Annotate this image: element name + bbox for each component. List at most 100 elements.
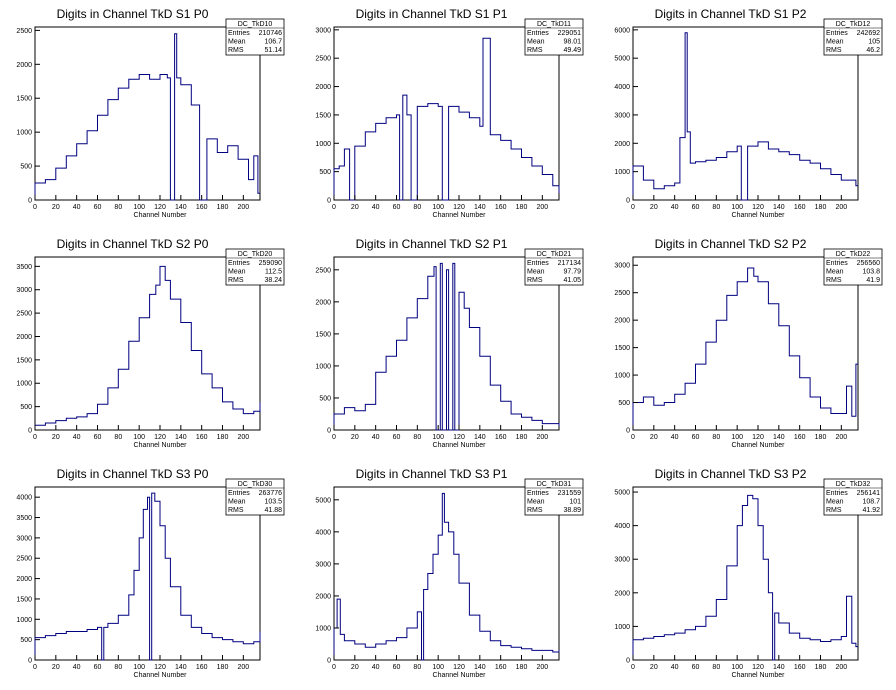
x-tick-label: 20 [52, 204, 60, 211]
x-tick-label: 200 [835, 434, 847, 441]
y-tick-label: 3000 [614, 557, 630, 564]
stats-value-rms: 46.2 [866, 47, 880, 54]
stats-name: DC_TkD22 [836, 251, 871, 258]
y-tick-label: 1500 [16, 96, 32, 103]
x-tick-label: 0 [332, 204, 336, 211]
x-tick-label: 100 [133, 204, 145, 211]
x-tick-label: 120 [453, 434, 465, 441]
stats-label-entries: Entries [826, 260, 848, 267]
x-tick-label: 120 [453, 664, 465, 671]
histogram-series [34, 265, 261, 430]
x-tick-label: 160 [794, 664, 806, 671]
stats-label-mean: Mean [527, 39, 545, 46]
y-tick-label: 2500 [16, 311, 32, 318]
x-tick-label: 140 [474, 664, 486, 671]
stats-box [524, 18, 584, 56]
y-tick-label: 2000 [315, 84, 331, 91]
y-tick-label: 0 [28, 658, 32, 665]
y-tick-label: 0 [626, 658, 630, 665]
plot-frame [632, 256, 859, 431]
stats-value-mean: 105 [868, 39, 880, 46]
y-tick-label: 3000 [614, 263, 630, 270]
stats-value-mean: 112.5 [265, 269, 282, 276]
x-tick-label: 60 [692, 434, 700, 441]
x-tick-label: 60 [393, 434, 401, 441]
x-tick-label: 0 [33, 664, 37, 671]
x-axis-label: Channel Number [732, 442, 786, 449]
stats-label-mean: Mean [228, 499, 246, 506]
x-tick-label: 60 [94, 664, 102, 671]
x-tick-label: 40 [671, 434, 679, 441]
stats-box [524, 248, 584, 286]
stats-box [225, 18, 285, 56]
y-tick-label: 1000 [614, 169, 630, 176]
stats-value-entries: 263776 [259, 490, 282, 497]
stats-label-rms: RMS [527, 507, 543, 514]
y-tick-label: 0 [626, 428, 630, 435]
x-tick-label: 20 [351, 434, 359, 441]
x-tick-label: 120 [154, 204, 166, 211]
x-tick-label: 200 [536, 434, 548, 441]
stats-label-mean: Mean [826, 269, 844, 276]
x-tick-label: 100 [731, 204, 743, 211]
chart-title: Digits in Channel TkD S2 P1 [356, 237, 508, 251]
chart-title: Digits in Channel TkD S1 P0 [57, 7, 209, 21]
stats-label-mean: Mean [228, 39, 246, 46]
y-tick-label: 500 [319, 169, 331, 176]
stats-label-entries: Entries [527, 260, 549, 267]
stats-value-mean: 101 [569, 499, 581, 506]
stats-label-entries: Entries [527, 30, 549, 37]
stats-value-rms: 41.88 [264, 507, 282, 514]
stats-box [823, 478, 883, 516]
y-tick-label: 0 [28, 198, 32, 205]
x-tick-label: 20 [650, 434, 658, 441]
x-tick-label: 20 [52, 434, 60, 441]
y-tick-label: 2000 [315, 299, 331, 306]
x-tick-label: 160 [794, 204, 806, 211]
x-tick-label: 140 [175, 664, 187, 671]
stats-name: DC_TkD10 [238, 21, 273, 28]
y-tick-label: 1000 [315, 363, 331, 370]
x-tick-label: 120 [453, 204, 465, 211]
x-tick-label: 40 [73, 664, 81, 671]
x-axis-label: Channel Number [134, 212, 188, 219]
y-tick-label: 2500 [16, 556, 32, 563]
x-tick-label: 0 [33, 434, 37, 441]
x-tick-label: 100 [432, 664, 444, 671]
y-tick-label: 3000 [315, 27, 331, 34]
x-axis-label: Channel Number [134, 442, 188, 449]
y-tick-label: 2000 [16, 576, 32, 583]
stats-name: DC_TkD32 [836, 481, 871, 488]
x-tick-label: 200 [835, 664, 847, 671]
y-tick-label: 500 [319, 395, 331, 402]
stats-label-rms: RMS [826, 507, 842, 514]
y-tick-label: 3000 [614, 112, 630, 119]
stats-name: DC_TkD20 [238, 251, 273, 258]
stats-label-rms: RMS [228, 277, 244, 284]
chart-title: Digits in Channel TkD S1 P2 [655, 7, 807, 21]
x-tick-label: 100 [133, 664, 145, 671]
x-tick-label: 80 [114, 434, 122, 441]
x-tick-label: 140 [474, 204, 486, 211]
histogram-series [333, 37, 560, 201]
histogram-series [333, 492, 560, 661]
y-tick-label: 1500 [315, 331, 331, 338]
x-tick-label: 160 [196, 664, 208, 671]
stats-value-mean: 108.7 [862, 499, 880, 506]
x-tick-label: 20 [351, 204, 359, 211]
x-tick-label: 20 [351, 664, 359, 671]
stats-value-mean: 97.79 [563, 269, 581, 276]
x-tick-label: 80 [712, 434, 720, 441]
y-tick-label: 2000 [16, 62, 32, 69]
histogram-panel: Digits in Channel TkD S1 P1 0 20 40 60 80 100 1… [299, 0, 597, 230]
stats-label-entries: Entries [826, 30, 848, 37]
y-tick-label: 5000 [614, 56, 630, 63]
histogram-series [632, 267, 858, 430]
histogram-series [34, 33, 260, 201]
chart-title: Digits in Channel TkD S3 P0 [57, 467, 209, 481]
x-tick-label: 160 [495, 664, 507, 671]
x-tick-label: 60 [692, 664, 700, 671]
x-tick-label: 200 [536, 664, 548, 671]
x-tick-label: 40 [671, 204, 679, 211]
stats-value-rms: 41.05 [563, 277, 581, 284]
